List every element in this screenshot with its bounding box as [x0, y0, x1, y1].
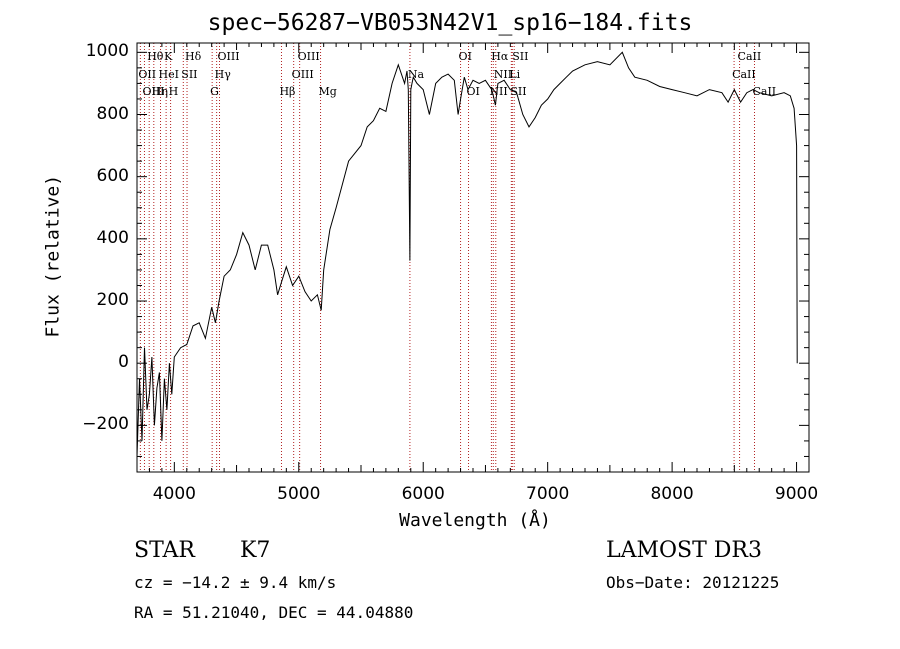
line-marker-label: OI — [458, 50, 472, 63]
line-marker-label: OIII — [291, 68, 314, 81]
y-tick-label: −200 — [82, 414, 129, 435]
line-marker-label: OIII — [217, 50, 240, 63]
y-tick-label: 200 — [96, 290, 129, 311]
y-axis-label: Flux (relative) — [42, 174, 64, 338]
y-tick-label: 0 — [118, 352, 129, 373]
y-tick-label: 400 — [96, 227, 129, 248]
y-tick-label: 600 — [96, 165, 129, 186]
line-marker-label: NII — [489, 85, 508, 98]
line-marker-label: OI — [466, 85, 480, 98]
line-marker-label: OIII — [142, 85, 165, 98]
plot-frame — [136, 42, 810, 473]
line-marker-label: CaII — [737, 50, 762, 63]
line-marker-label: NII — [493, 68, 513, 81]
line-marker-label: Hθ — [147, 50, 164, 63]
line-marker-label: Hδ — [185, 50, 202, 63]
spectrum-line — [136, 51, 798, 457]
line-marker-label: CaII — [752, 85, 777, 98]
x-tick-label: 6000 — [401, 484, 445, 504]
line-marker-label: Hβ — [279, 85, 296, 98]
line-marker-label: H — [168, 85, 179, 98]
x-tick-label: 5000 — [277, 484, 321, 504]
observation-date: Obs−Date: 20121225 — [606, 573, 780, 592]
line-marker-label: OIII — [297, 50, 320, 63]
x-axis-label: Wavelength (Å) — [399, 510, 551, 531]
line-marker-label: Hη — [151, 85, 168, 98]
x-axis-ticks — [136, 43, 810, 472]
line-marker-label: Na — [407, 68, 425, 81]
line-marker-label: Hγ — [214, 68, 231, 81]
object-class: STAR — [134, 538, 195, 563]
line-marker-label: G — [210, 85, 219, 98]
line-marker-label: SII — [510, 85, 527, 98]
survey-name: LAMOST DR3 — [606, 538, 762, 563]
x-tick-label: 9000 — [774, 484, 819, 504]
line-marker-label: SII — [512, 50, 529, 63]
redshift-cz: cz = −14.2 ± 9.4 km/s — [134, 573, 337, 592]
line-marker-label: Li — [509, 68, 521, 81]
line-marker-label: SII — [181, 68, 198, 81]
line-marker-label: Mg — [318, 85, 337, 98]
sky-coordinates: RA = 51.21040, DEC = 44.04880 — [134, 603, 414, 622]
chart-title: spec−56287−VB053N42V1_sp16−184.fits — [207, 10, 693, 36]
x-tick-label: 4000 — [152, 484, 196, 504]
line-marker-label: K — [164, 50, 173, 63]
x-tick-label: 7000 — [526, 484, 570, 504]
line-marker-label: HeI — [158, 68, 179, 81]
y-axis-ticks — [137, 51, 809, 457]
line-marker-label: CaII — [732, 68, 756, 81]
y-tick-label: 1000 — [85, 41, 129, 62]
line-marker-label: OII — [138, 68, 157, 81]
line-marker-label: Hα — [491, 50, 509, 63]
x-tick-label: 8000 — [650, 484, 694, 504]
object-subclass: K7 — [240, 538, 271, 563]
y-tick-label: 800 — [96, 103, 129, 124]
emission-line-markers — [139, 43, 755, 472]
